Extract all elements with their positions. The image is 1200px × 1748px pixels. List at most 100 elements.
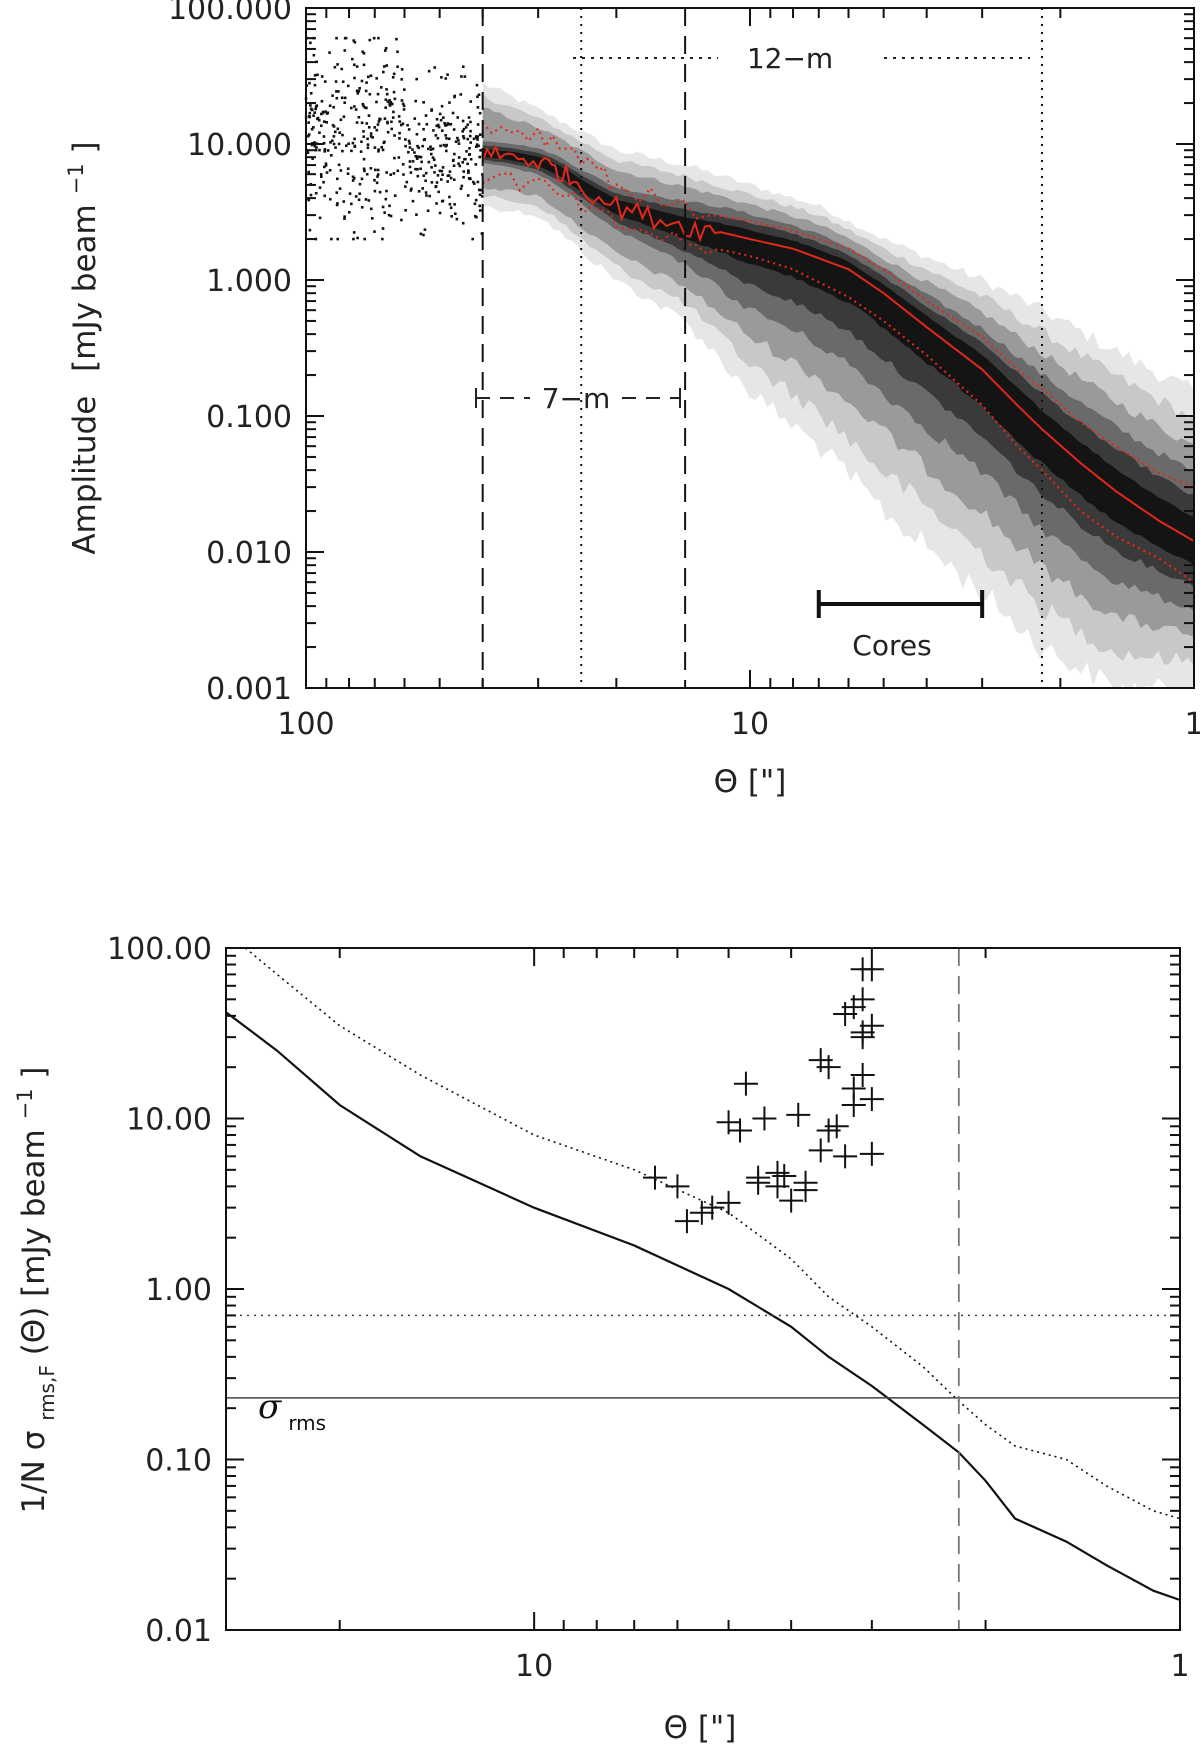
scatter-point [457, 139, 460, 142]
cross-marker [786, 1102, 811, 1127]
scatter-point [341, 133, 344, 137]
seven-m-label: 7−m [542, 382, 611, 415]
scatter-point [436, 174, 440, 177]
scatter-point [359, 150, 363, 153]
scatter-point [474, 163, 478, 166]
cross-marker [733, 1071, 758, 1096]
scatter-point [415, 213, 418, 216]
scatter-point [434, 185, 438, 188]
scatter-point [439, 178, 443, 181]
scatter-point [462, 136, 466, 140]
scatter-point [386, 100, 390, 103]
sigma-symbol: σ [258, 1387, 282, 1427]
scatter-point [373, 189, 377, 193]
scatter-point [332, 105, 335, 109]
scatter-point [333, 65, 337, 69]
scatter-point [382, 141, 386, 145]
scatter-point [383, 117, 387, 120]
cross-marker [859, 1013, 884, 1038]
scatter-point [372, 36, 376, 40]
scatter-point [389, 102, 392, 105]
scatter-point [351, 179, 355, 182]
scatter-point [369, 167, 373, 170]
scatter-point [330, 139, 334, 143]
scatter-point [401, 102, 405, 106]
scatter-point [414, 99, 418, 103]
scatter-point [411, 160, 415, 163]
scatter-point [322, 135, 326, 138]
scatter-point [332, 142, 336, 146]
scatter-point [465, 150, 468, 153]
scatter-point [472, 180, 475, 184]
scatter-point [343, 96, 347, 100]
scatter-point [340, 67, 344, 71]
scatter-point [363, 169, 366, 173]
scatter-point [322, 120, 326, 123]
scatter-point [313, 74, 317, 77]
scatter-point [362, 130, 365, 133]
scatter-point [436, 136, 440, 140]
cross-marker [746, 1170, 771, 1195]
scatter-point [478, 155, 481, 159]
scatter-point [476, 180, 480, 184]
scatter-point [445, 123, 448, 127]
scatter-point [397, 115, 401, 118]
scatter-point [408, 146, 412, 149]
scatter-point [365, 122, 369, 125]
scatter-point [360, 205, 364, 209]
scatter-point [313, 83, 317, 87]
scatter-point [381, 227, 385, 230]
scatter-point [457, 162, 460, 165]
scatter-point [337, 163, 341, 167]
scatter-point [460, 184, 464, 188]
scatter-point [352, 176, 356, 180]
scatter-point [408, 165, 412, 169]
scatter-point [318, 148, 321, 152]
scatter-point [416, 167, 419, 171]
cross-marker [793, 1178, 818, 1203]
scatter-point [422, 127, 425, 131]
scatter-point [384, 197, 388, 201]
scatter-point [416, 144, 419, 148]
scatter-point [398, 137, 401, 140]
scatter-point [416, 155, 420, 159]
scatter-point [308, 228, 312, 232]
scatter-point [365, 81, 368, 84]
scatter-point [441, 199, 445, 203]
scatter-point [386, 120, 389, 124]
scatter-point [321, 111, 325, 115]
scatter-point [458, 164, 462, 168]
scatter-point [440, 169, 444, 173]
scatter-point [393, 134, 396, 137]
scatter-point [388, 98, 391, 102]
scatter-point [343, 217, 346, 220]
scatter-point [353, 63, 356, 67]
scatter-point [449, 176, 453, 180]
scatter-point [330, 237, 333, 241]
scatter-point [391, 102, 394, 106]
scatter-point [441, 166, 445, 169]
scatter-point [396, 50, 399, 54]
top-y-axis-close: ] [67, 141, 103, 153]
scatter-point [431, 156, 435, 159]
scatter-point [375, 100, 378, 104]
scatter-point [358, 192, 361, 196]
series-solid_curve [226, 1011, 1180, 1602]
scatter-point [306, 150, 309, 154]
scatter-point [432, 158, 436, 162]
scatter-point [322, 180, 325, 184]
tick-labels: 100 10 1 100.000 10.000 1.000 0.100 0.010 0.001 [168, 0, 1200, 742]
scatter-point [411, 148, 414, 151]
scatter-point [436, 123, 440, 127]
scatter-point [443, 121, 446, 125]
cross-marker [689, 1200, 714, 1225]
scatter-point [420, 160, 423, 164]
scatter-point [329, 141, 332, 144]
bottom-x-tick-label: 10 [515, 1649, 553, 1684]
cores-range-bar [816, 590, 985, 618]
scatter-point [392, 172, 396, 175]
scatter-point [358, 182, 362, 186]
scatter-point [477, 93, 481, 97]
scatter-point [366, 146, 370, 150]
